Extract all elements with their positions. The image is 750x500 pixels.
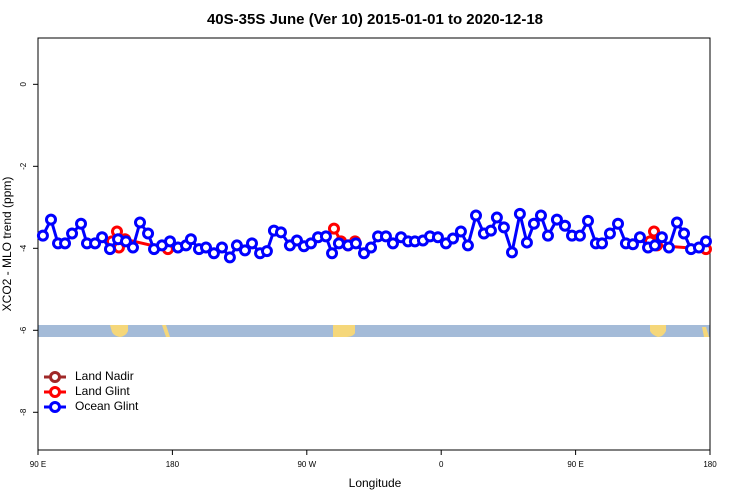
x-tick-label: 180 (703, 460, 717, 469)
point (678, 227, 691, 240)
point (550, 213, 563, 226)
y-tick-label: -6 (19, 326, 28, 334)
point (648, 225, 660, 238)
point (349, 237, 362, 250)
point (497, 221, 510, 234)
legend-marker (49, 371, 61, 383)
point (379, 230, 392, 243)
map-strip (38, 325, 710, 337)
point (200, 241, 212, 254)
point (655, 231, 668, 244)
point (648, 239, 661, 252)
point (699, 235, 712, 248)
x-tick-label: 0 (439, 460, 444, 469)
point (513, 207, 526, 220)
point (215, 241, 228, 254)
point (534, 209, 547, 222)
point (386, 237, 399, 250)
point (126, 241, 139, 254)
point (670, 216, 683, 229)
point (520, 236, 533, 249)
point (612, 217, 625, 230)
point (626, 238, 639, 251)
point (75, 217, 88, 230)
point (446, 232, 459, 245)
point (304, 237, 317, 250)
x-tick-label: 90 W (297, 460, 316, 469)
point (469, 209, 482, 222)
point (633, 231, 646, 244)
point (96, 231, 109, 244)
point (573, 229, 586, 242)
point (184, 233, 197, 246)
point (603, 227, 616, 240)
x-tick-label: 90 E (30, 460, 46, 469)
point (142, 227, 155, 240)
y-tick-label: -8 (19, 408, 28, 416)
point (461, 239, 474, 252)
x-tick-label: 180 (166, 460, 180, 469)
point (230, 239, 243, 252)
x-axis-label: Longitude (349, 476, 402, 490)
point (454, 225, 467, 238)
point (59, 237, 72, 250)
point (103, 243, 116, 256)
y-tick-label: -2 (19, 162, 28, 170)
point (238, 244, 251, 257)
point (66, 227, 79, 240)
point (505, 246, 518, 259)
chart-title: 40S-35S June (Ver 10) 2015-01-01 to 2020… (207, 11, 543, 28)
point (44, 213, 57, 226)
point (332, 237, 345, 250)
point (36, 229, 49, 242)
point (207, 247, 220, 260)
point (326, 247, 339, 260)
point (692, 241, 705, 254)
legend-marker (49, 386, 61, 398)
point (490, 211, 503, 224)
point (327, 222, 340, 235)
point (245, 237, 258, 250)
y-axis-label: XCO2 - MLO trend (ppm) (0, 177, 14, 312)
point (164, 235, 177, 248)
y-tick-label: -4 (19, 244, 28, 252)
point (365, 241, 378, 254)
point (431, 231, 444, 244)
point (119, 235, 132, 248)
point (89, 237, 102, 250)
point (223, 251, 236, 264)
point (319, 230, 332, 243)
point (558, 219, 571, 232)
point (274, 226, 287, 239)
y-tick-label: 0 (19, 82, 28, 87)
point (662, 241, 675, 254)
legend-marker (49, 401, 61, 413)
legend-label: Land Nadir (75, 369, 134, 383)
point (484, 224, 497, 237)
point (260, 245, 273, 258)
point (133, 216, 146, 229)
point (581, 214, 594, 227)
legend-label: Land Glint (75, 384, 130, 398)
point (527, 217, 540, 230)
legend-label: Ocean Glint (75, 399, 139, 413)
land-shapes (110, 325, 709, 337)
x-tick-label: 90 E (567, 460, 583, 469)
point (596, 237, 609, 250)
point (541, 229, 554, 242)
